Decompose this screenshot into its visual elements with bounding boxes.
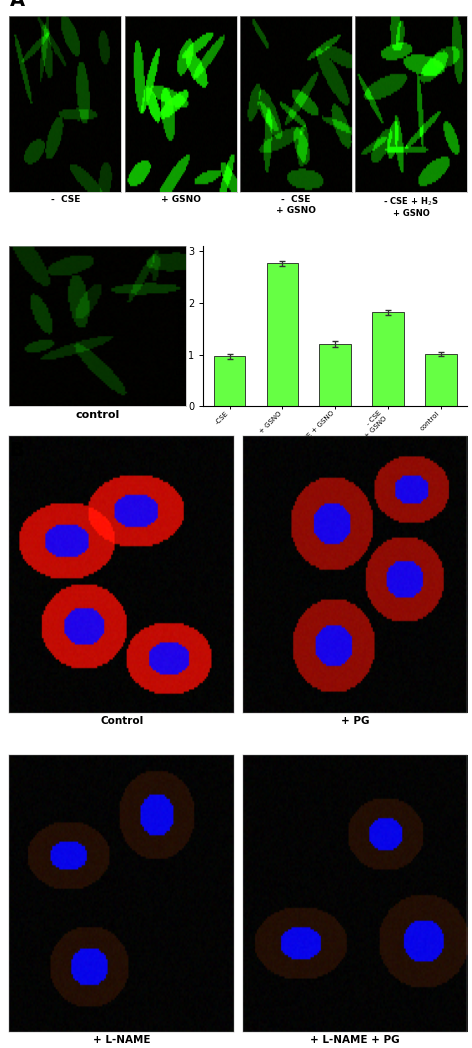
Text: + L-NAME + PG: + L-NAME + PG <box>310 1035 400 1046</box>
Text: + PG: + PG <box>341 717 369 726</box>
Text: -  CSE: - CSE <box>51 195 80 204</box>
Text: -  CSE
+ GSNO: - CSE + GSNO <box>276 195 316 215</box>
Bar <box>214 356 245 407</box>
Bar <box>267 263 298 407</box>
Bar <box>372 312 404 407</box>
Text: Control: Control <box>100 717 143 726</box>
Text: B: B <box>9 441 24 460</box>
Y-axis label: Fluorescence (A. U.): Fluorescence (A. U.) <box>177 278 186 375</box>
Text: control: control <box>76 410 119 419</box>
Text: A: A <box>9 0 25 10</box>
Text: - CSE + H$_2$S
+ GSNO: - CSE + H$_2$S + GSNO <box>383 195 439 218</box>
Bar <box>425 353 457 407</box>
Text: + L-NAME: + L-NAME <box>93 1035 151 1046</box>
Bar <box>320 345 351 407</box>
Text: + GSNO: + GSNO <box>160 195 201 204</box>
